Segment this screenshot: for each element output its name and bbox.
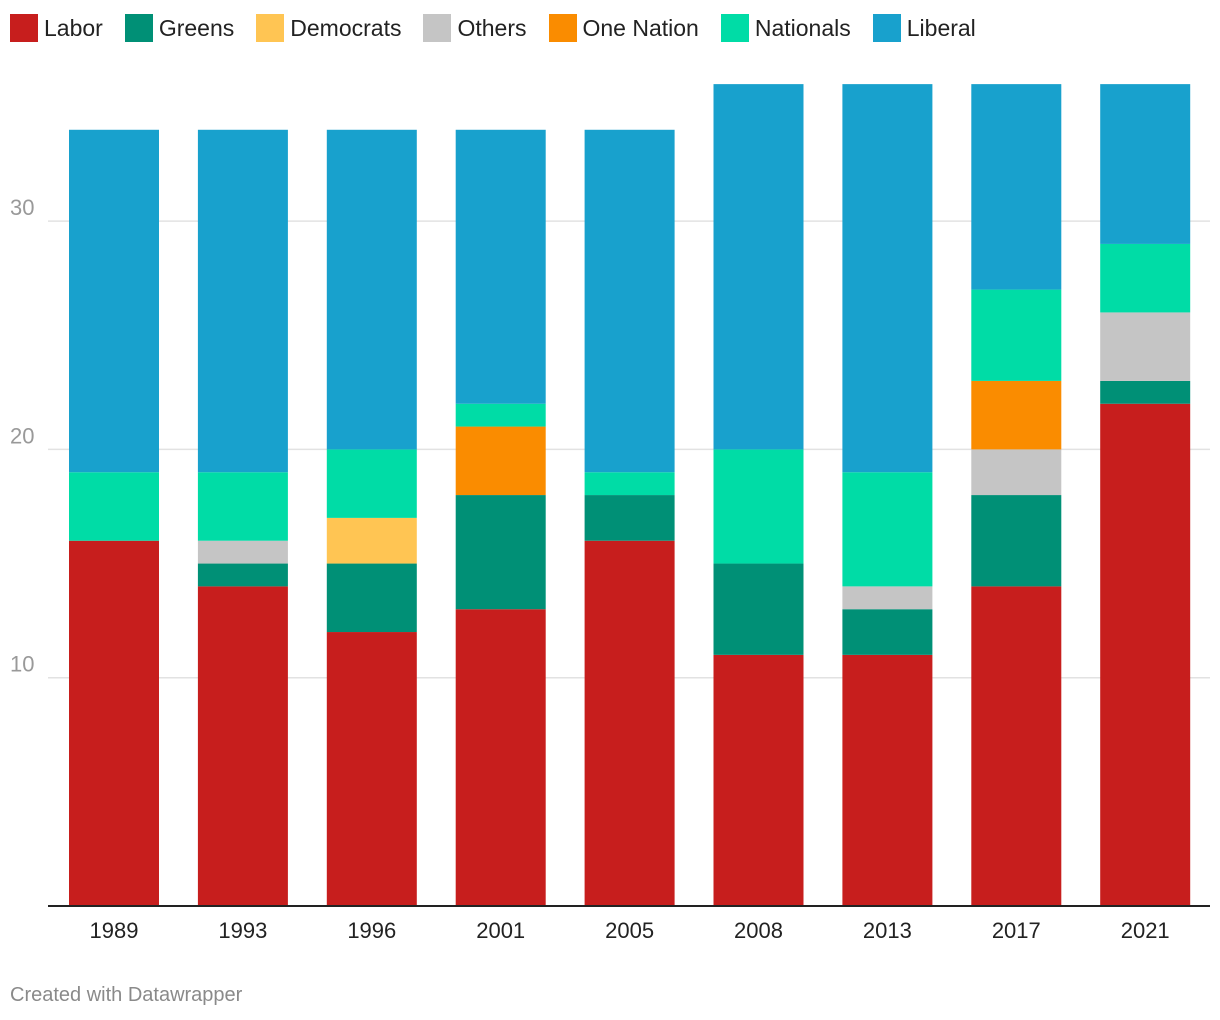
bar-1989-liberal — [69, 129, 159, 473]
bar-2001-labor — [455, 609, 546, 906]
chart-legend: Labor Greens Democrats Others One Nation Nati… — [10, 12, 998, 44]
bar-1993-labor — [197, 586, 288, 906]
legend-label-one-nation: One Nation — [582, 15, 699, 41]
legend-swatch-nationals — [720, 14, 749, 42]
bar-2005-liberal — [584, 129, 675, 473]
legend-swatch-greens — [124, 14, 153, 42]
legend-label-others: Others — [457, 15, 527, 41]
bar-1993-nationals — [197, 472, 288, 541]
bar-1996-nationals — [326, 449, 417, 518]
x-tick-label-1989: 1989 — [90, 918, 139, 943]
x-tick-label-2021: 2021 — [1121, 918, 1170, 943]
bar-2001-liberal — [455, 129, 546, 404]
legend-label-democrats: Democrats — [290, 15, 402, 41]
bar-2013-greens — [842, 609, 933, 655]
bar-2017-greens — [971, 495, 1062, 587]
legend-item-greens: Greens — [124, 14, 235, 42]
legend-swatch-others — [423, 14, 452, 42]
y-tick-label-10: 10 — [10, 652, 34, 677]
bar-2001-greens — [455, 495, 546, 610]
bar-2021-others — [1100, 312, 1191, 381]
bar-2021-labor — [1100, 403, 1191, 906]
bar-2017-labor — [971, 586, 1062, 906]
bar-2008-labor — [713, 654, 804, 906]
bar-1989-labor — [69, 540, 159, 906]
y-tick-label-20: 20 — [10, 423, 34, 448]
legend-swatch-one-nation — [548, 14, 577, 42]
bar-1993-liberal — [197, 129, 288, 473]
bar-2017-nationals — [971, 289, 1062, 381]
bar-2017-liberal — [971, 84, 1062, 290]
legend-item-liberal: Liberal — [872, 14, 976, 42]
legend-label-labor: Labor — [44, 15, 103, 41]
bar-2013-labor — [842, 654, 933, 906]
bar-1996-liberal — [326, 129, 417, 450]
bar-2013-nationals — [842, 472, 933, 587]
bar-2017-others — [971, 449, 1062, 496]
legend-item-democrats: Democrats — [256, 14, 401, 42]
legend-swatch-democrats — [256, 14, 285, 42]
bar-2005-greens — [584, 495, 675, 541]
bar-2008-nationals — [713, 449, 804, 564]
legend-item-labor: Labor — [10, 14, 103, 42]
bar-1989-nationals — [69, 472, 159, 541]
x-tick-label-2001: 2001 — [476, 918, 525, 943]
x-tick-label-2005: 2005 — [605, 918, 654, 943]
y-tick-label-30: 30 — [10, 195, 34, 220]
bar-1996-greens — [326, 563, 417, 633]
bar-2017-one-nation — [971, 380, 1062, 450]
bar-2005-nationals — [584, 472, 675, 496]
x-tick-label-1996: 1996 — [347, 918, 396, 943]
legend-label-nationals: Nationals — [754, 15, 851, 41]
bar-1996-labor — [326, 632, 417, 906]
bar-1993-greens — [197, 563, 288, 587]
x-tick-label-1993: 1993 — [218, 918, 267, 943]
legend-item-one-nation: One Nation — [548, 14, 699, 42]
bar-2021-nationals — [1100, 243, 1191, 313]
legend-label-liberal: Liberal — [906, 15, 976, 41]
bar-2001-one-nation — [455, 426, 546, 496]
legend-item-nationals: Nationals — [720, 14, 851, 42]
credit-text: Created with Datawrapper — [10, 984, 243, 1006]
legend-label-greens: Greens — [158, 15, 235, 41]
legend-item-others: Others — [423, 14, 527, 42]
x-tick-label-2013: 2013 — [863, 918, 912, 943]
bar-2013-liberal — [842, 84, 933, 473]
x-tick-label-2008: 2008 — [734, 918, 783, 943]
bar-1996-democrats — [326, 517, 417, 564]
bar-2021-greens — [1100, 380, 1191, 404]
bar-2001-nationals — [455, 403, 546, 427]
bar-2021-liberal — [1100, 84, 1191, 244]
bar-2005-labor — [584, 540, 675, 906]
legend-swatch-labor — [10, 14, 38, 42]
x-tick-label-2017: 2017 — [992, 918, 1041, 943]
bar-2008-greens — [713, 563, 804, 655]
bar-1993-others — [197, 540, 288, 564]
legend-swatch-liberal — [872, 14, 901, 42]
bar-2013-others — [842, 586, 933, 610]
bar-2008-liberal — [713, 84, 804, 450]
